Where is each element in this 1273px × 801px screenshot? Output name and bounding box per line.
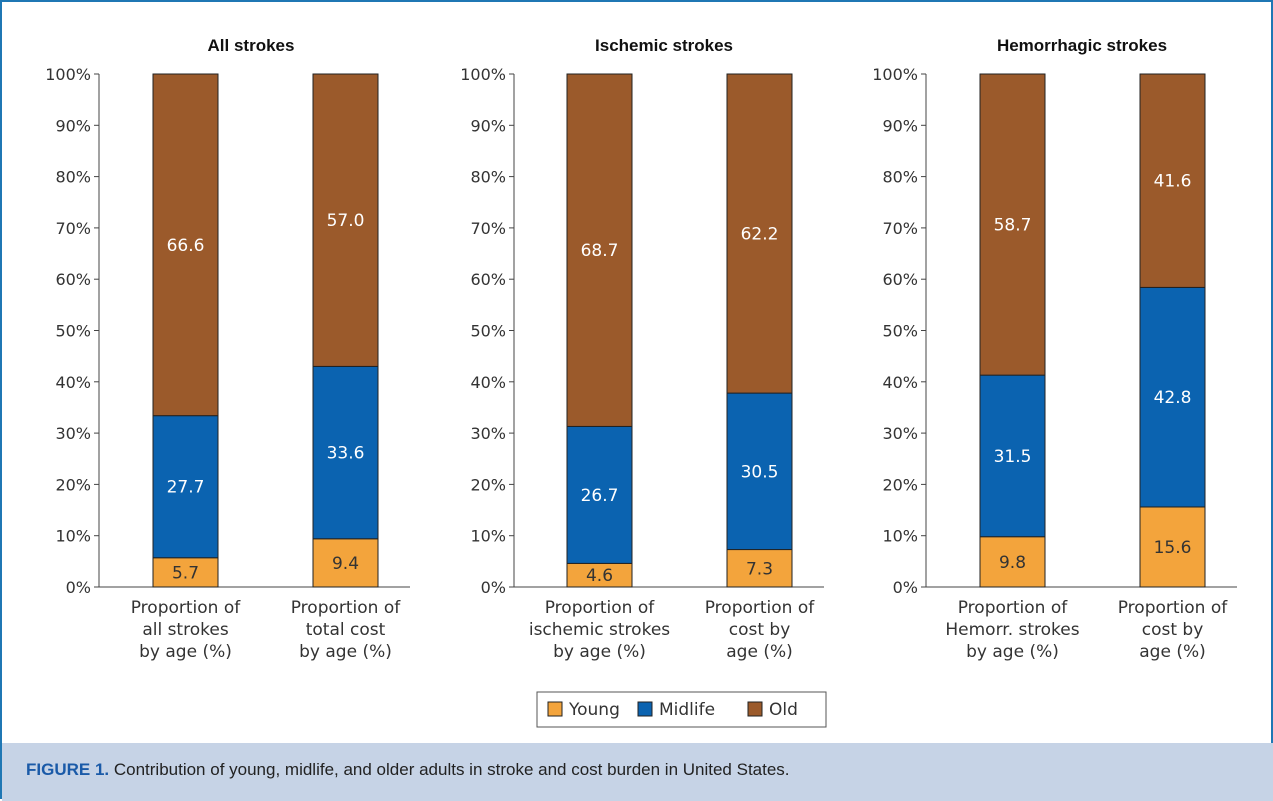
legend-swatch-old bbox=[747, 701, 763, 717]
data-label: 62.2 bbox=[741, 225, 779, 245]
y-tick-label: 60% bbox=[882, 270, 918, 289]
legend: Young Midlife Old bbox=[536, 691, 827, 728]
bar-segment-old bbox=[566, 73, 633, 427]
y-tick-label: 100% bbox=[460, 65, 506, 84]
bar-segment-midlife bbox=[726, 392, 793, 551]
y-tick-label: 70% bbox=[55, 219, 91, 238]
y-tick-label: 70% bbox=[470, 219, 506, 238]
bar-segment-old bbox=[726, 73, 793, 394]
bar-segment-midlife bbox=[979, 374, 1046, 538]
y-tick-label: 100% bbox=[45, 65, 91, 84]
legend-label-old: Old bbox=[769, 700, 798, 720]
y-tick-label: 90% bbox=[470, 116, 506, 135]
y-tick-label: 80% bbox=[55, 168, 91, 187]
caption-text: Contribution of young, midlife, and olde… bbox=[109, 760, 790, 779]
y-tick-label: 70% bbox=[882, 219, 918, 238]
y-tick-label: 30% bbox=[882, 424, 918, 443]
y-tick-label: 10% bbox=[882, 527, 918, 546]
data-label: 33.6 bbox=[327, 444, 365, 464]
x-category-label: Proportion of Hemorr. strokes by age (%) bbox=[945, 598, 1079, 662]
y-tick-label: 20% bbox=[882, 475, 918, 494]
chart-title: Ischemic strokes bbox=[595, 36, 733, 55]
data-label: 57.0 bbox=[327, 211, 365, 231]
figure-caption: FIGURE 1. Contribution of young, midlife… bbox=[2, 743, 1273, 801]
data-label: 31.5 bbox=[994, 447, 1032, 467]
data-label: 7.3 bbox=[746, 559, 773, 579]
x-category-label: Proportion of cost by age (%) bbox=[705, 598, 816, 662]
data-label: 58.7 bbox=[994, 216, 1032, 236]
y-tick-label: 60% bbox=[470, 270, 506, 289]
bar-segment-old bbox=[152, 73, 219, 417]
bar-segment-old bbox=[1139, 73, 1206, 288]
data-label: 66.6 bbox=[167, 236, 205, 256]
x-category-label: Proportion of total cost by age (%) bbox=[291, 598, 402, 662]
y-tick-label: 0% bbox=[893, 578, 918, 597]
y-tick-label: 40% bbox=[470, 373, 506, 392]
data-label: 9.8 bbox=[999, 553, 1026, 573]
caption-label: FIGURE 1. bbox=[26, 760, 110, 779]
chart-panel-1: All strokes 0% 10% 20% 30% 40% 50% 60% 70% 80% 90%… bbox=[45, 36, 410, 662]
y-tick-label: 0% bbox=[66, 578, 91, 597]
data-label: 27.7 bbox=[167, 478, 205, 498]
y-tick-label: 20% bbox=[55, 475, 91, 494]
chart-title: All strokes bbox=[208, 36, 295, 55]
data-label: 26.7 bbox=[581, 486, 619, 506]
bar-segment-midlife bbox=[1139, 286, 1206, 508]
y-tick-label: 10% bbox=[55, 527, 91, 546]
data-label: 15.6 bbox=[1154, 538, 1192, 558]
y-tick-label: 20% bbox=[470, 475, 506, 494]
legend-label-midlife: Midlife bbox=[659, 700, 715, 720]
y-tick-label: 60% bbox=[55, 270, 91, 289]
bar-segment-young bbox=[312, 538, 379, 588]
y-tick-label: 40% bbox=[55, 373, 91, 392]
data-label: 68.7 bbox=[581, 241, 619, 261]
y-tick-label: 90% bbox=[882, 116, 918, 135]
bar-segment-midlife bbox=[152, 415, 219, 559]
legend-label-young: Young bbox=[568, 700, 620, 720]
x-category-label: Proportion of ischemic strokes by age (%) bbox=[529, 598, 670, 662]
data-label: 9.4 bbox=[332, 554, 359, 574]
y-tick-label: 40% bbox=[882, 373, 918, 392]
bar-segment-young bbox=[726, 549, 793, 588]
y-tick-label: 90% bbox=[55, 116, 91, 135]
chart-panel-3: Hemorrhagic strokes 0% 10% 20% 30% 40% 50% 60% 7… bbox=[872, 36, 1237, 662]
bar-segment-young bbox=[152, 557, 219, 588]
legend-swatch-young bbox=[547, 701, 563, 717]
bar-segment-young bbox=[1139, 506, 1206, 588]
y-tick-label: 30% bbox=[55, 424, 91, 443]
legend-swatch-midlife bbox=[637, 701, 653, 717]
bar-segment-midlife bbox=[566, 425, 633, 564]
y-tick-label: 80% bbox=[882, 168, 918, 187]
y-tick-label: 10% bbox=[470, 527, 506, 546]
stacked-bar-charts: All strokes 0% 10% 20% 30% 40% 50% 60% 70% 80% 90%… bbox=[45, 36, 1237, 728]
data-label: 30.5 bbox=[741, 462, 779, 482]
data-label: 41.6 bbox=[1154, 172, 1192, 192]
chart-panel-2: Ischemic strokes 0% 10% 20% 30% 40% 50% 60% 70% 8… bbox=[460, 36, 824, 662]
chart-title: Hemorrhagic strokes bbox=[997, 36, 1167, 55]
bar-segment-midlife bbox=[312, 365, 379, 540]
data-label: 4.6 bbox=[586, 566, 613, 586]
bar-segment-old bbox=[979, 73, 1046, 376]
bar-segment-old bbox=[312, 73, 379, 367]
y-tick-label: 30% bbox=[470, 424, 506, 443]
x-category-label: Proportion of all strokes by age (%) bbox=[131, 598, 242, 662]
x-category-label: Proportion of cost by age (%) bbox=[1118, 598, 1229, 662]
y-tick-label: 80% bbox=[470, 168, 506, 187]
y-tick-label: 50% bbox=[882, 322, 918, 341]
data-label: 5.7 bbox=[172, 563, 199, 583]
legend-box bbox=[536, 691, 827, 728]
y-tick-label: 50% bbox=[55, 322, 91, 341]
data-label: 42.8 bbox=[1154, 388, 1192, 408]
y-tick-label: 100% bbox=[872, 65, 918, 84]
y-tick-label: 0% bbox=[481, 578, 506, 597]
y-tick-label: 50% bbox=[470, 322, 506, 341]
